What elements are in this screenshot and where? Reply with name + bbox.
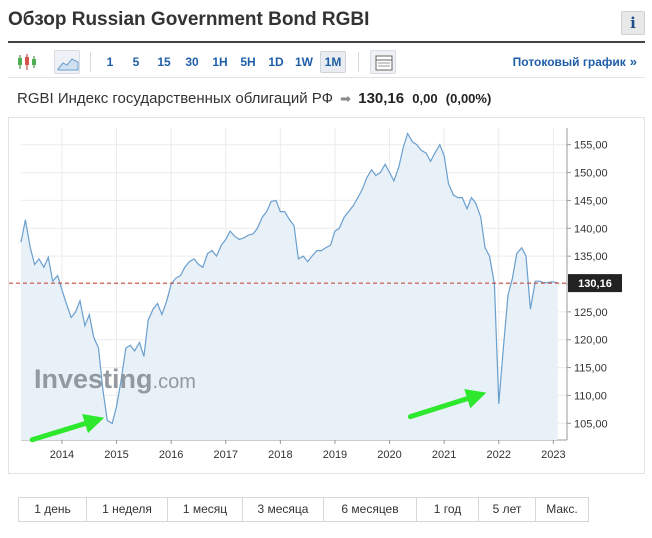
last-price-label: 130,16 xyxy=(578,278,612,290)
period-1-week[interactable]: 1 неделя xyxy=(87,498,168,521)
interval-1m[interactable]: 1M xyxy=(320,51,346,73)
last-price: 130,16 xyxy=(358,90,405,107)
instrument-name: RGBI Индекс государственных облигаций РФ xyxy=(17,90,333,107)
interval-1h[interactable]: 1H xyxy=(212,55,228,69)
chart-area[interactable]: 105,00110,00115,00120,00125,00130,00135,… xyxy=(8,117,645,474)
period-6-months[interactable]: 6 месяцев xyxy=(324,498,417,521)
x-tick-label: 2022 xyxy=(487,449,511,461)
x-tick-label: 2016 xyxy=(159,449,183,461)
quote-line: RGBI Индекс государственных облигаций РФ… xyxy=(17,90,491,107)
double-chevron-right-icon: » xyxy=(629,54,637,69)
x-tick-label: 2017 xyxy=(214,449,238,461)
y-tick-label: 155,00 xyxy=(574,140,608,152)
x-tick-label: 2021 xyxy=(432,449,456,461)
area-chart-icon[interactable] xyxy=(54,50,80,74)
interval-5h[interactable]: 5H xyxy=(240,55,256,69)
series-line xyxy=(20,132,558,425)
price-chart[interactable]: 105,00110,00115,00120,00125,00130,00135,… xyxy=(9,118,646,475)
x-tick-label: 2014 xyxy=(50,449,74,461)
stream-chart-label: Потоковый график xyxy=(512,55,626,69)
y-tick-label: 105,00 xyxy=(574,418,608,430)
y-tick-label: 115,00 xyxy=(574,363,607,375)
logo-domain: .com xyxy=(153,371,196,393)
interval-1d[interactable]: 1D xyxy=(268,55,284,69)
header-divider xyxy=(8,41,645,43)
info-icon[interactable]: i xyxy=(621,11,645,35)
period-3-months[interactable]: 3 месяца xyxy=(243,498,324,521)
x-tick-label: 2015 xyxy=(104,449,128,461)
arrow-right-icon: ➡ xyxy=(340,91,352,106)
interval-5[interactable]: 5 xyxy=(132,55,140,69)
y-tick-label: 150,00 xyxy=(574,168,608,180)
x-tick-label: 2019 xyxy=(323,449,347,461)
period-1-month[interactable]: 1 месяц xyxy=(168,498,243,521)
y-tick-label: 145,00 xyxy=(574,195,608,207)
annotation-arrow-head xyxy=(82,413,105,434)
y-tick-label: 125,00 xyxy=(574,307,608,319)
candlestick-icon[interactable] xyxy=(14,50,40,74)
annotation-arrow-shaft xyxy=(29,421,88,443)
table-icon[interactable] xyxy=(370,50,396,74)
header: Обзор Russian Government Bond RGBI i xyxy=(0,0,652,44)
last-price-label-bg xyxy=(568,274,622,293)
interval-15[interactable]: 15 xyxy=(157,55,171,69)
y-tick-label: 120,00 xyxy=(574,335,608,347)
y-tick-label: 110,00 xyxy=(574,390,607,402)
investing-logo: Investing.com xyxy=(34,364,196,394)
logo-brand: Investing xyxy=(34,364,153,394)
period-1-year[interactable]: 1 год xyxy=(417,498,479,521)
x-tick-label: 2018 xyxy=(268,449,292,461)
period-max[interactable]: Макс. xyxy=(536,498,588,521)
period-5-years[interactable]: 5 лет xyxy=(479,498,536,521)
x-tick-label: 2023 xyxy=(541,449,565,461)
interval-1w[interactable]: 1W xyxy=(295,55,313,69)
price-change: 0,00 xyxy=(412,91,438,106)
stream-chart-link[interactable]: Потоковый график» xyxy=(513,54,637,69)
toolbar-separator xyxy=(90,52,91,72)
y-tick-label: 140,00 xyxy=(574,223,608,235)
interval-1[interactable]: 1 xyxy=(106,55,114,69)
interval-30[interactable]: 30 xyxy=(185,55,199,69)
page-title: Обзор Russian Government Bond RGBI xyxy=(8,9,370,30)
annotation-arrow-shaft xyxy=(407,396,470,420)
period-selector: 1 день 1 неделя 1 месяц 3 месяца 6 месяц… xyxy=(18,497,589,522)
chart-toolbar: 1 5 15 30 1H 5H 1D 1W 1M Потоковый графи… xyxy=(8,46,645,78)
x-tick-label: 2020 xyxy=(377,449,401,461)
annotation-arrow-head xyxy=(464,389,487,409)
period-1-day[interactable]: 1 день xyxy=(19,498,87,521)
price-change-percent: (0,00%) xyxy=(445,91,492,106)
toolbar-separator xyxy=(358,52,359,72)
y-tick-label: 135,00 xyxy=(574,251,608,263)
series-area xyxy=(21,133,558,440)
